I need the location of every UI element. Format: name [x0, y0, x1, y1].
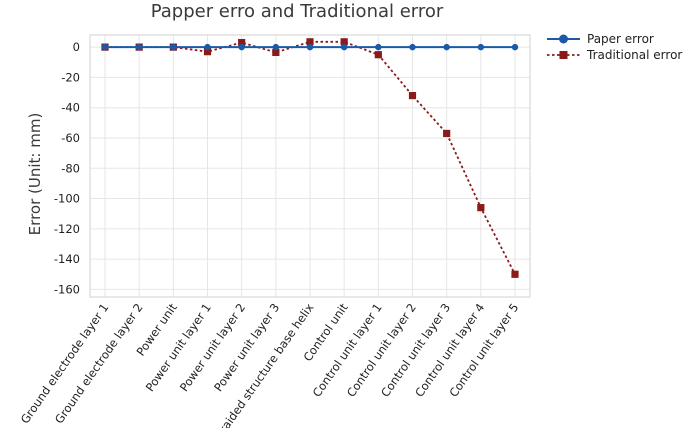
data-point: [511, 270, 519, 278]
legend-label: Traditional error: [586, 48, 682, 62]
data-point: [443, 129, 451, 138]
data-point: [374, 51, 382, 59]
grid-lines: [89, 34, 531, 298]
data-point: [511, 43, 519, 51]
y-tick-label: -40: [61, 101, 80, 115]
data-point: [477, 204, 485, 212]
y-tick-label: -140: [54, 252, 80, 266]
data-point: [204, 43, 211, 51]
y-tick-label: -100: [54, 192, 80, 206]
series-0: [101, 43, 519, 51]
y-axis-label: Error (Unit: mm): [26, 113, 44, 236]
legend-marker: [559, 34, 568, 44]
y-tick-label: -120: [54, 222, 80, 236]
data-point: [340, 43, 348, 51]
legend: Paper error Traditional error: [547, 32, 682, 62]
data-point: [477, 43, 485, 51]
chart-title: Papper erro and Traditional error: [151, 1, 444, 22]
data-point: [375, 43, 382, 51]
y-tick-label: 0: [73, 40, 80, 54]
data-point: [170, 43, 177, 51]
data-point: [340, 38, 348, 46]
data-point: [135, 43, 143, 51]
y-tick-label: -80: [61, 161, 80, 175]
y-tick-label: -60: [61, 131, 80, 145]
data-point: [408, 91, 417, 100]
data-point: [272, 43, 280, 51]
data-point: [409, 43, 416, 51]
data-point: [272, 48, 280, 57]
data-point: [238, 38, 246, 47]
y-tick-label: -20: [61, 70, 80, 84]
data-point: [306, 38, 314, 46]
data-point: [443, 43, 450, 51]
data-point: [101, 43, 109, 51]
y-tick-label: -160: [54, 282, 80, 296]
data-point: [203, 48, 212, 56]
legend-marker: [559, 51, 568, 59]
data-point: [238, 43, 245, 51]
plot-area-border: [89, 34, 531, 298]
legend-label: Paper error: [587, 32, 654, 46]
data-point: [306, 43, 314, 51]
series-layer: [101, 38, 519, 278]
